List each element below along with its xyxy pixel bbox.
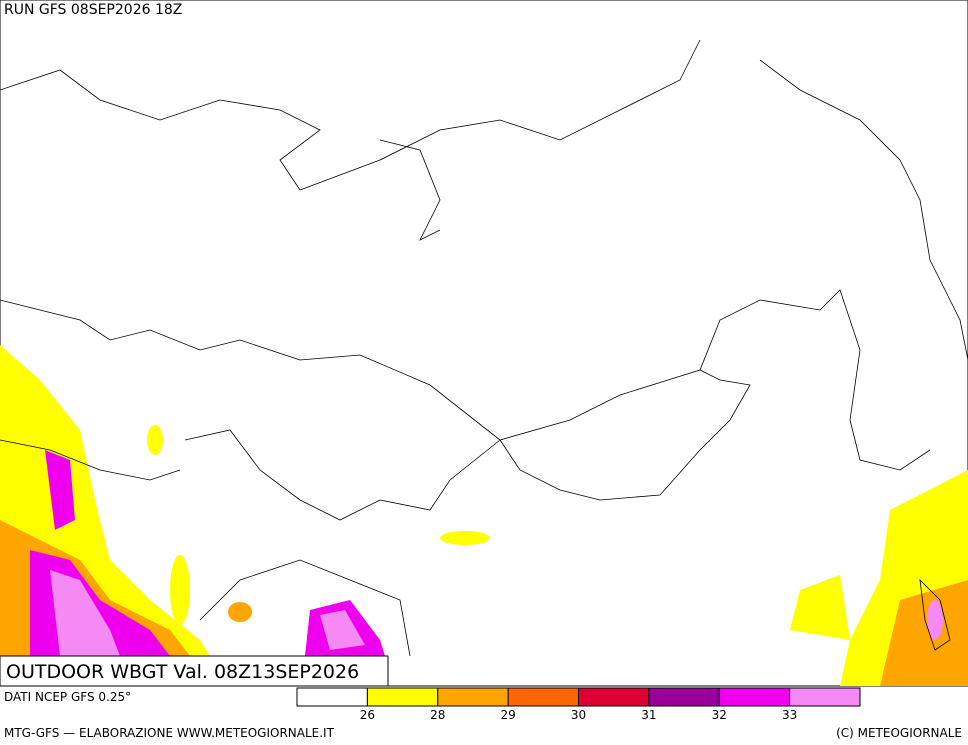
legend-swatch	[789, 687, 861, 707]
map-frame	[0, 0, 968, 687]
legend-label: 30	[571, 708, 586, 722]
legend-label: 29	[500, 708, 515, 722]
legend-label: 32	[712, 708, 727, 722]
legend-swatch	[718, 687, 791, 707]
run-label: RUN GFS 08SEP2026 18Z	[4, 2, 182, 18]
map-title: OUTDOOR WBGT Val. 08Z13SEP2026	[6, 661, 359, 683]
legend-swatch	[507, 687, 579, 707]
country-borders	[0, 39, 968, 657]
footer-left: MTG-GFS — ELABORAZIONE WWW.METEOGIORNALE…	[4, 726, 335, 740]
legend-swatch	[437, 687, 509, 707]
source-label: DATI NCEP GFS 0.25°	[4, 690, 131, 704]
legend: 26 28 29 30 31 32 33	[296, 687, 861, 722]
legend-label: 28	[430, 708, 445, 722]
legend-label: 33	[782, 708, 797, 722]
legend-swatch	[366, 687, 439, 707]
legend-swatch	[578, 687, 650, 707]
legend-swatch	[296, 687, 368, 707]
heat-areas	[0, 345, 968, 686]
legend-label: 26	[360, 708, 375, 722]
title-box	[0, 655, 389, 687]
footer-right: (C) METEOGIORNALE	[836, 726, 962, 740]
legend-label: 31	[641, 708, 656, 722]
legend-swatch	[648, 687, 720, 707]
